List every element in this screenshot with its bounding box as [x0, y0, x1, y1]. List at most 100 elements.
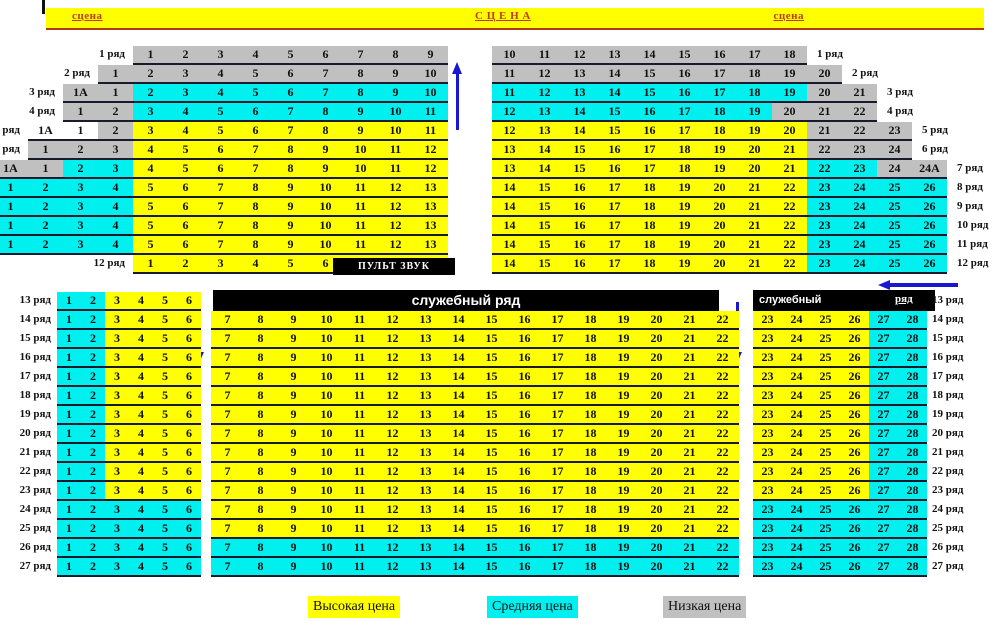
seat[interactable]: 22 [783, 199, 796, 213]
seat[interactable]: 5 [287, 256, 294, 270]
seat[interactable]: 2 [90, 331, 96, 345]
seat[interactable]: 22 [716, 445, 729, 459]
seat[interactable]: 16 [518, 540, 531, 554]
seat[interactable]: 10 [320, 407, 333, 421]
seat[interactable]: 13 [419, 502, 432, 516]
seat[interactable]: 15 [485, 540, 498, 554]
seat[interactable]: 1 [66, 502, 72, 516]
seat[interactable]: 4 [147, 142, 154, 156]
seat[interactable]: 21 [683, 331, 696, 345]
seat[interactable]: 2 [90, 293, 96, 307]
seat[interactable]: 7 [217, 199, 224, 213]
seat[interactable]: 22 [783, 180, 796, 194]
seat[interactable]: 25 [819, 483, 832, 497]
seat[interactable]: 16 [608, 142, 621, 156]
seat[interactable]: 12 [386, 540, 399, 554]
seat[interactable]: 13 [419, 312, 432, 326]
seat[interactable]: 24 [853, 199, 866, 213]
seat[interactable]: 18 [584, 540, 597, 554]
seat[interactable]: 21 [683, 350, 696, 364]
seat[interactable]: 26 [848, 407, 861, 421]
seat[interactable]: 10 [320, 445, 333, 459]
seat[interactable]: 13 [419, 426, 432, 440]
seat[interactable]: 10 [354, 142, 367, 156]
seat[interactable]: 18 [584, 369, 597, 383]
seat[interactable]: 8 [257, 426, 264, 440]
seat[interactable]: 6 [186, 350, 192, 364]
seat[interactable]: 25 [819, 540, 832, 554]
seat[interactable]: 3 [77, 218, 84, 232]
seat[interactable]: 24 [888, 142, 901, 156]
seat[interactable]: 10 [424, 85, 437, 99]
seat[interactable]: 1 [42, 161, 49, 175]
seat[interactable]: 7 [224, 369, 231, 383]
seat[interactable]: 17 [551, 483, 564, 497]
seat[interactable]: 22 [783, 218, 796, 232]
seat[interactable]: 3 [114, 293, 120, 307]
seat[interactable]: 12 [389, 180, 402, 194]
seat[interactable]: 12 [386, 350, 399, 364]
seat[interactable]: 23 [853, 161, 866, 175]
seat[interactable]: 9 [357, 104, 364, 118]
seat[interactable]: 25 [888, 218, 901, 232]
seat[interactable]: 10 [320, 521, 333, 535]
seat[interactable]: 23 [761, 540, 774, 554]
seat[interactable]: 13 [503, 161, 516, 175]
seat[interactable]: 3 [114, 502, 120, 516]
seat[interactable]: 16 [573, 237, 586, 251]
seat[interactable]: 21 [783, 142, 796, 156]
seat[interactable]: 7 [224, 559, 231, 573]
seat[interactable]: 17 [608, 218, 621, 232]
seat[interactable]: 22 [818, 161, 831, 175]
seat[interactable]: 21 [748, 237, 761, 251]
seat[interactable]: 26 [923, 256, 936, 270]
seat[interactable]: 21 [683, 521, 696, 535]
seat[interactable]: 15 [573, 142, 586, 156]
seat[interactable]: 5 [162, 369, 168, 383]
seat[interactable]: 21 [683, 483, 696, 497]
seat[interactable]: 9 [287, 237, 294, 251]
seat[interactable]: 14 [503, 256, 516, 270]
seat[interactable]: 3 [147, 123, 154, 137]
seat[interactable]: 20 [713, 256, 726, 270]
seat[interactable]: 23 [818, 199, 831, 213]
seat[interactable]: 1 [66, 559, 72, 573]
seat[interactable]: 23 [761, 445, 774, 459]
seat[interactable]: 4 [182, 123, 189, 137]
seat[interactable]: 26 [848, 521, 861, 535]
seat[interactable]: 21 [748, 256, 761, 270]
seat[interactable]: 20 [650, 502, 663, 516]
seat[interactable]: 1 [7, 218, 14, 232]
seat[interactable]: 11 [353, 331, 366, 345]
seat[interactable]: 10 [320, 483, 333, 497]
seat[interactable]: 12 [573, 47, 586, 61]
seat[interactable]: 18 [748, 66, 761, 80]
seat[interactable]: 7 [224, 521, 231, 535]
seat[interactable]: 12 [386, 559, 399, 573]
seat[interactable]: 28 [906, 312, 919, 326]
seat[interactable]: 27 [877, 350, 890, 364]
seat[interactable]: 11 [538, 47, 551, 61]
seat[interactable]: 14 [503, 218, 516, 232]
seat[interactable]: 18 [584, 502, 597, 516]
seat[interactable]: 12 [386, 426, 399, 440]
seat[interactable]: 14 [503, 237, 516, 251]
seat[interactable]: 5 [147, 218, 154, 232]
seat[interactable]: 14 [643, 47, 656, 61]
seat[interactable]: 1 [66, 293, 72, 307]
seat[interactable]: 2 [182, 256, 189, 270]
seat[interactable]: 3 [114, 521, 120, 535]
seat[interactable]: 3 [114, 559, 120, 573]
seat[interactable]: 23 [761, 350, 774, 364]
seat[interactable]: 13 [424, 237, 437, 251]
seat[interactable]: 19 [617, 312, 630, 326]
seat[interactable]: 12 [538, 85, 551, 99]
seat[interactable]: 6 [182, 199, 189, 213]
seat[interactable]: 7 [357, 47, 364, 61]
seat[interactable]: 20 [713, 218, 726, 232]
seat[interactable]: 14 [452, 464, 465, 478]
seat[interactable]: 20 [650, 331, 663, 345]
seat[interactable]: 17 [678, 104, 691, 118]
seat[interactable]: 21 [818, 123, 831, 137]
seat[interactable]: 17 [551, 369, 564, 383]
